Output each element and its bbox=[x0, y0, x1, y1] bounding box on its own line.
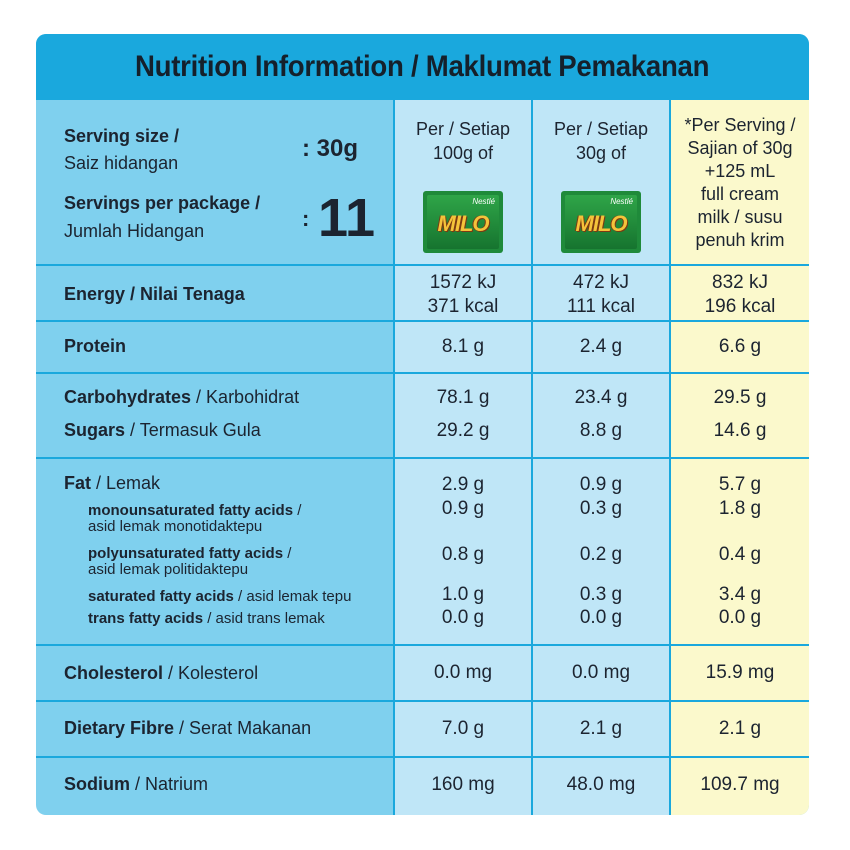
column-30g-header-line2: 30g of bbox=[575, 143, 627, 163]
pufa-100g: 0.8 g bbox=[441, 544, 485, 565]
column-100g-header-line2: 100g of bbox=[432, 143, 494, 163]
sodium-serving: 109.7 mg bbox=[700, 774, 780, 795]
energy-serving-kj: 832 kJ bbox=[712, 272, 768, 293]
nutrition-panel: Nutrition Information / Maklumat Pemakan… bbox=[36, 34, 809, 815]
carbohydrates-100g: 78.1 g bbox=[436, 387, 490, 408]
pufa-30g: 0.2 g bbox=[579, 544, 623, 565]
sodium-label: Sodium / Natrium bbox=[64, 774, 209, 794]
protein-serving: 6.6 g bbox=[718, 336, 762, 357]
mufa-label-ms: asid lemak monotidaktepu bbox=[88, 518, 263, 535]
sfa-100g: 1.0 g bbox=[441, 584, 485, 605]
carbohydrates-serving: 29.5 g bbox=[713, 387, 767, 408]
divider bbox=[36, 457, 809, 459]
protein-30g: 2.4 g bbox=[579, 336, 623, 357]
fibre-serving: 2.1 g bbox=[718, 718, 762, 739]
sfa-serving: 3.4 g bbox=[718, 584, 762, 605]
energy-30g-kj: 472 kJ bbox=[573, 272, 629, 293]
divider bbox=[36, 372, 809, 374]
servings-colon: : bbox=[302, 206, 310, 231]
carbohydrates-30g: 23.4 g bbox=[574, 387, 628, 408]
fat-30g: 0.9 g bbox=[579, 474, 623, 495]
energy-100g-kj: 1572 kJ bbox=[429, 272, 497, 293]
sodium-30g: 48.0 mg bbox=[566, 774, 636, 795]
serving-size-label-ms: Saiz hidangan bbox=[64, 153, 179, 173]
mufa-label: monounsaturated fatty acids / bbox=[88, 502, 302, 519]
sodium-100g: 160 mg bbox=[431, 774, 495, 795]
column-serving-header-line3: +125 mL bbox=[704, 161, 776, 181]
nestle-brand: Nestlé bbox=[472, 197, 495, 206]
servings-per-package-label-ms: Jumlah Hidangan bbox=[64, 221, 205, 241]
energy-serving-kcal: 196 kcal bbox=[704, 296, 776, 317]
carbohydrates-label: Carbohydrates / Karbohidrat bbox=[64, 387, 300, 407]
mufa-100g: 0.9 g bbox=[441, 498, 485, 519]
tfa-serving: 0.0 g bbox=[718, 607, 762, 628]
sugars-100g: 29.2 g bbox=[436, 420, 490, 441]
energy-30g-kcal: 111 kcal bbox=[567, 296, 635, 317]
sugars-label: Sugars / Termasuk Gula bbox=[64, 420, 261, 440]
column-serving-header-line2: Sajian of 30g bbox=[687, 138, 793, 158]
tfa-30g: 0.0 g bbox=[579, 607, 623, 628]
mufa-serving: 1.8 g bbox=[718, 498, 762, 519]
pufa-label-ms: asid lemak politidaktepu bbox=[88, 561, 249, 578]
protein-100g: 8.1 g bbox=[441, 336, 485, 357]
milo-word: MILO bbox=[437, 211, 490, 236]
cholesterol-label: Cholesterol / Kolesterol bbox=[64, 663, 259, 683]
servings-per-package-label: Servings per package / bbox=[64, 193, 261, 213]
column-serving-header-line5: milk / susu bbox=[697, 207, 783, 227]
sugars-30g: 8.8 g bbox=[579, 420, 623, 441]
divider bbox=[36, 700, 809, 702]
fat-serving: 5.7 g bbox=[718, 474, 762, 495]
divider bbox=[36, 756, 809, 758]
column-serving-header-line6: penuh krim bbox=[695, 230, 785, 250]
servings-per-package-value: 11 bbox=[318, 188, 376, 248]
sugars-serving: 14.6 g bbox=[713, 420, 767, 441]
milo-logo: Nestlé MILO bbox=[561, 191, 641, 253]
divider bbox=[36, 320, 809, 322]
fibre-30g: 2.1 g bbox=[579, 718, 623, 739]
fat-label: Fat / Lemak bbox=[64, 473, 161, 493]
divider bbox=[36, 264, 809, 266]
nestle-brand: Nestlé bbox=[610, 197, 633, 206]
divider bbox=[36, 644, 809, 646]
title-bar: Nutrition Information / Maklumat Pemakan… bbox=[36, 34, 809, 100]
serving-size-label: Serving size / bbox=[64, 126, 180, 146]
energy-100g-kcal: 371 kcal bbox=[427, 296, 499, 317]
cholesterol-30g: 0.0 mg bbox=[571, 662, 631, 683]
page-title: Nutrition Information / Maklumat Pemakan… bbox=[135, 50, 710, 83]
column-100g-header-line1: Per / Setiap bbox=[415, 119, 511, 139]
energy-label: Energy / Nilai Tenaga bbox=[64, 284, 245, 304]
column-30g-header-line1: Per / Setiap bbox=[553, 119, 649, 139]
serving-size-value: : 30g bbox=[302, 135, 359, 162]
fat-100g: 2.9 g bbox=[441, 474, 485, 495]
fibre-100g: 7.0 g bbox=[441, 718, 485, 739]
pufa-label: polyunsaturated fatty acids / bbox=[88, 545, 292, 562]
cholesterol-serving: 15.9 mg bbox=[705, 662, 775, 683]
column-serving-header-line4: full cream bbox=[700, 184, 780, 204]
pufa-serving: 0.4 g bbox=[718, 544, 762, 565]
sfa-30g: 0.3 g bbox=[579, 584, 623, 605]
fibre-label: Dietary Fibre / Serat Makanan bbox=[64, 718, 312, 738]
protein-label: Protein bbox=[64, 336, 127, 356]
cholesterol-100g: 0.0 mg bbox=[433, 662, 493, 683]
nutrition-table: Serving size / Saiz hidangan : 30g Servi… bbox=[36, 100, 809, 815]
tfa-100g: 0.0 g bbox=[441, 607, 485, 628]
sfa-label: saturated fatty acids / asid lemak tepu bbox=[88, 588, 352, 605]
column-serving-header-line1: *Per Serving / bbox=[684, 115, 796, 135]
milo-logo: Nestlé MILO bbox=[423, 191, 503, 253]
milo-word: MILO bbox=[575, 211, 628, 236]
mufa-30g: 0.3 g bbox=[579, 498, 623, 519]
tfa-label: trans fatty acids / asid trans lemak bbox=[88, 610, 325, 627]
